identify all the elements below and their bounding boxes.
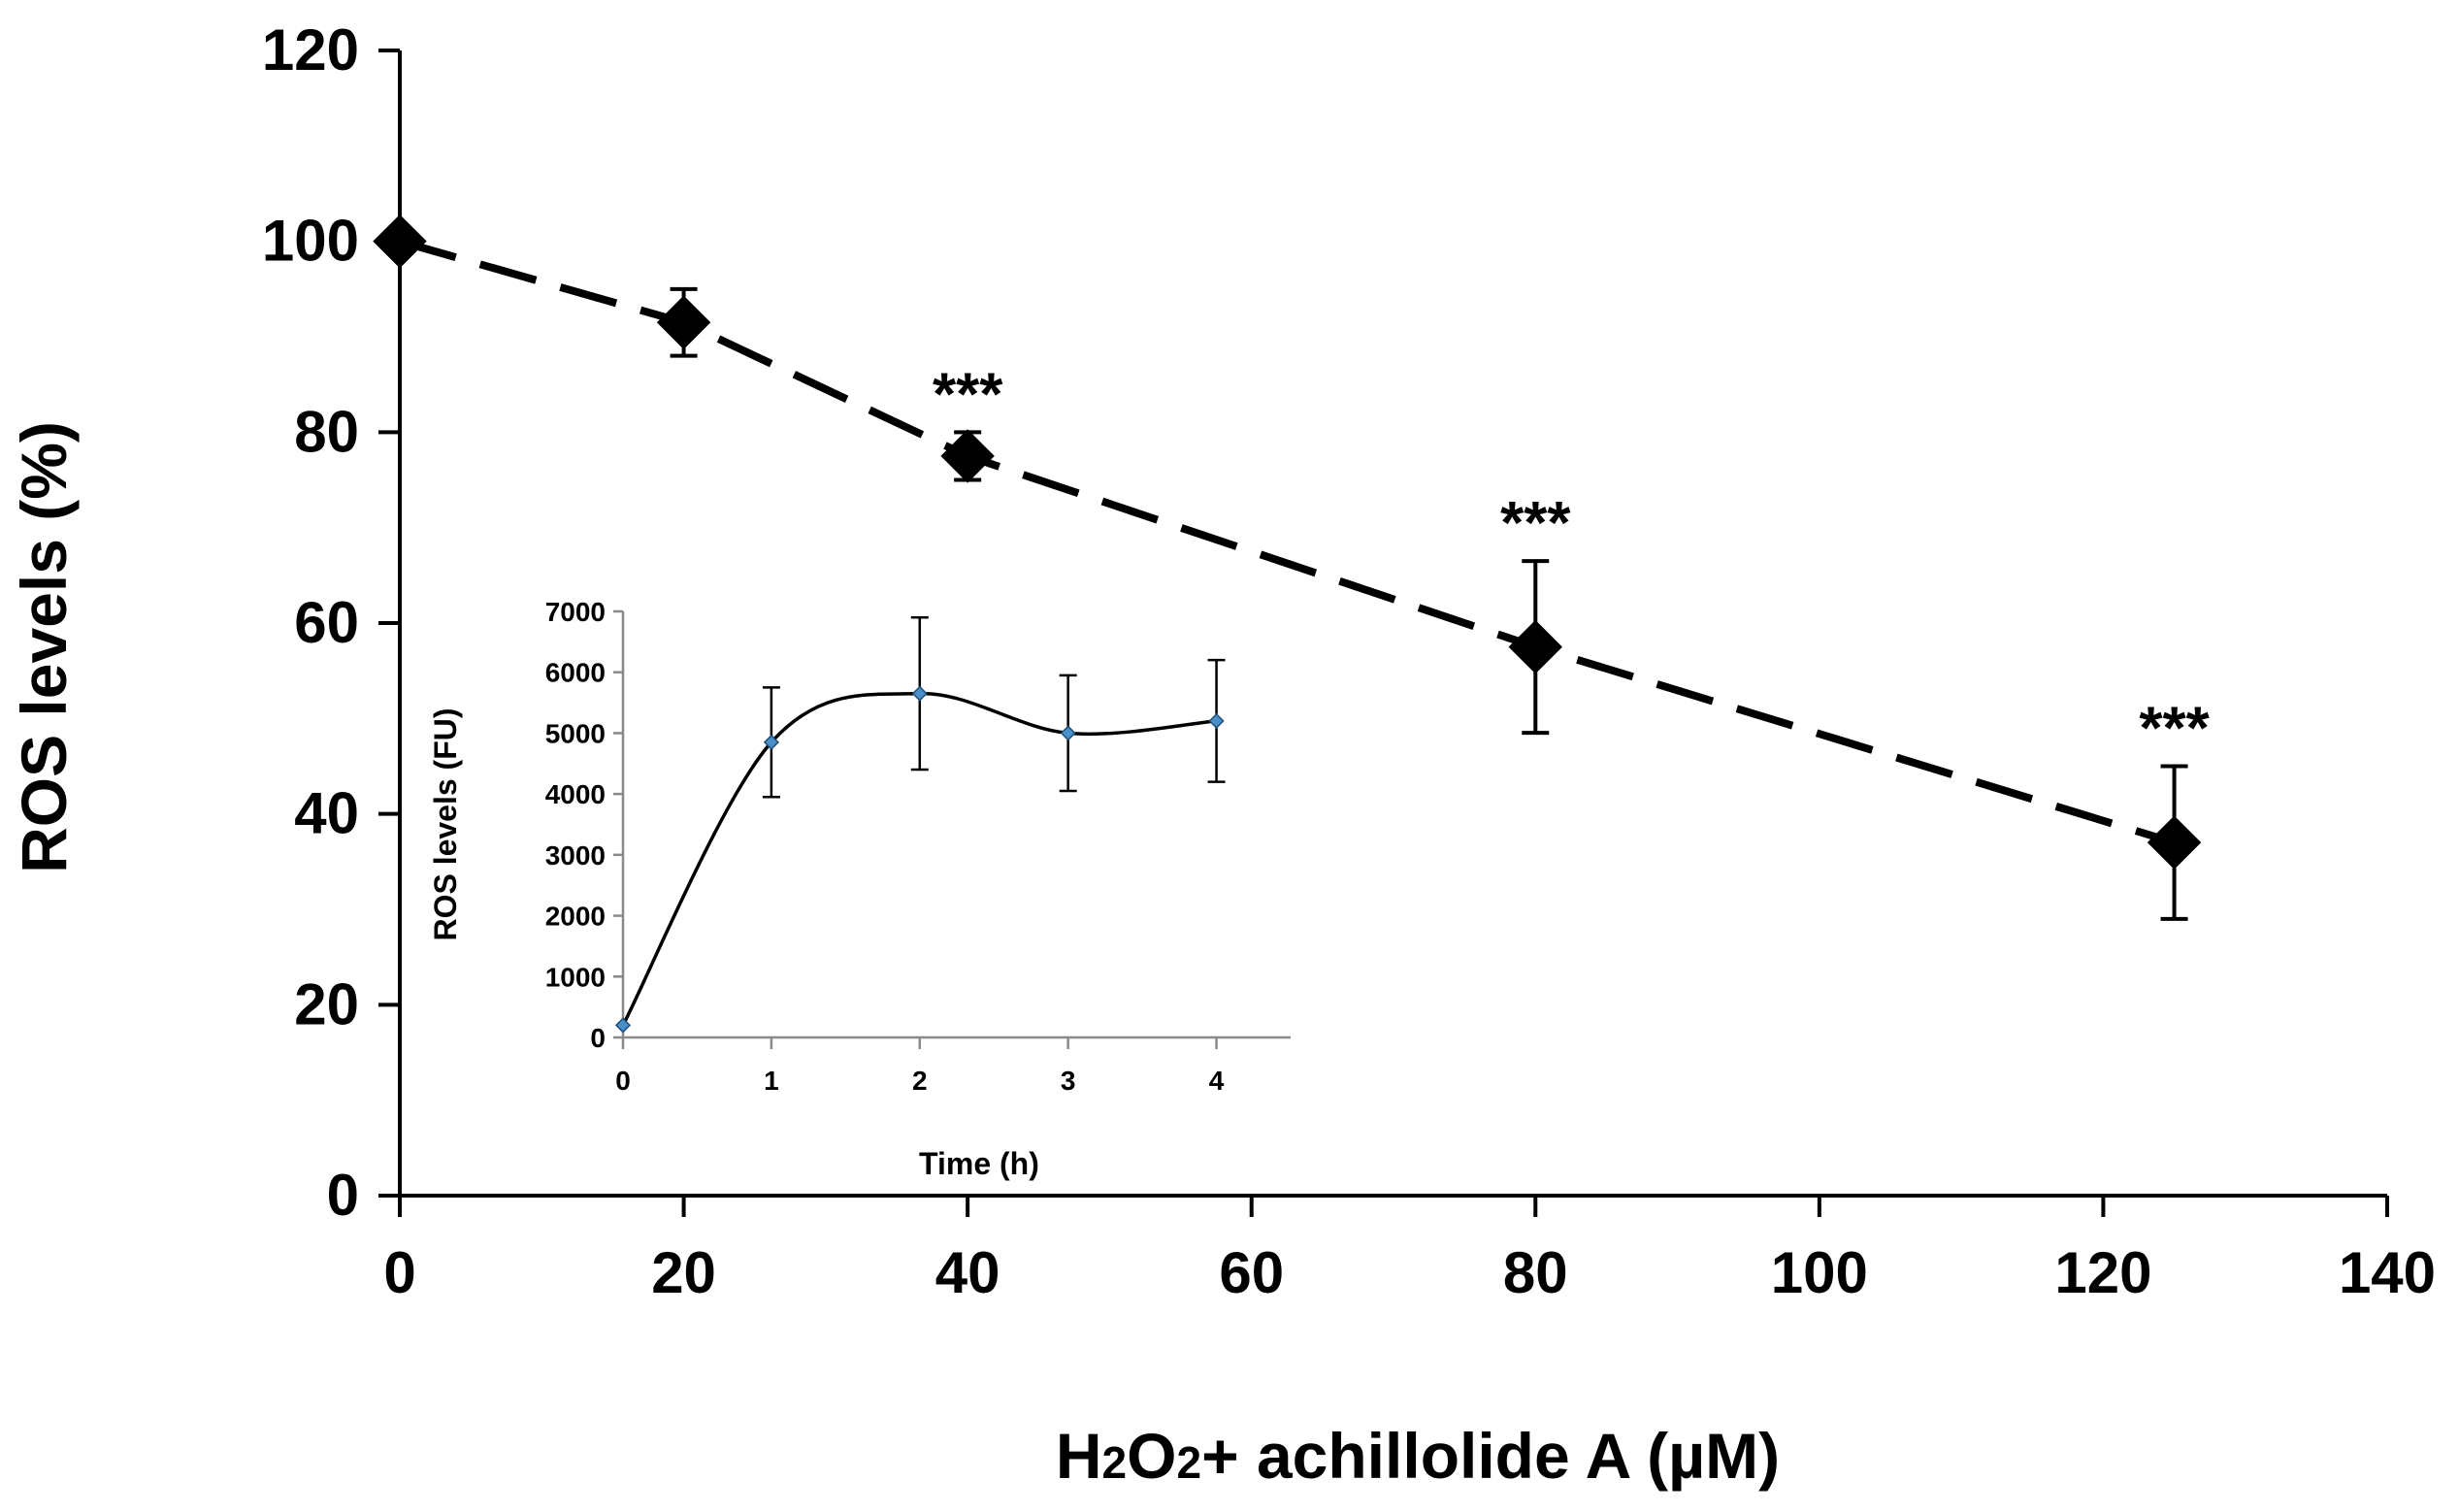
significance-marker: *** xyxy=(933,361,1003,428)
inset-x-tick-label: 0 xyxy=(615,1066,631,1096)
inset-data-point xyxy=(614,1017,632,1034)
main-y-tick-label: 40 xyxy=(294,781,359,846)
inset-y-tick-label: 6000 xyxy=(545,658,606,688)
inset-y-tick-label: 7000 xyxy=(545,597,606,627)
main-x-tick-label: 80 xyxy=(1503,1240,1568,1305)
inset-data-point xyxy=(911,685,928,702)
main-x-axis-title-part: 2 xyxy=(1176,1437,1201,1488)
significance-marker: *** xyxy=(2139,696,2210,763)
main-data-point xyxy=(656,295,711,349)
inset-x-tick-label: 1 xyxy=(764,1066,779,1096)
inset-y-tick-label: 1000 xyxy=(545,962,606,992)
inset-x-tick-label: 4 xyxy=(1209,1066,1225,1096)
significance-marker: *** xyxy=(1500,490,1571,557)
main-x-tick-label: 120 xyxy=(2054,1240,2151,1305)
inset-y-tick-label: 5000 xyxy=(545,718,606,748)
main-x-axis-title-part: O xyxy=(1127,1420,1176,1492)
main-y-tick-label: 20 xyxy=(294,971,359,1036)
inset-data-point xyxy=(1060,725,1076,741)
inset-x-tick-label: 3 xyxy=(1061,1066,1076,1096)
main-x-tick-label: 140 xyxy=(2339,1240,2436,1305)
inset-x-axis-title: Time (h) xyxy=(919,1146,1039,1181)
main-y-axis-title: ROS levels (%) xyxy=(8,421,80,873)
main-y-tick-label: 100 xyxy=(262,209,359,274)
main-x-axis-title-part: H xyxy=(1056,1420,1102,1492)
inset-data-point xyxy=(763,734,779,750)
inset-data-point xyxy=(1208,712,1225,729)
inset-y-tick-label: 4000 xyxy=(545,779,606,809)
main-x-tick-label: 60 xyxy=(1219,1240,1284,1305)
inset-y-axis-title: ROS levels (FU) xyxy=(428,707,463,940)
inset-series-line xyxy=(621,691,1217,1027)
main-data-point xyxy=(2147,815,2202,870)
main-x-tick-label: 0 xyxy=(383,1240,415,1305)
main-x-axis-title: H2O2+ achillolide A (µM) xyxy=(1056,1420,1780,1492)
main-x-axis-title-part: + achillolide A (µM) xyxy=(1201,1420,1780,1492)
main-x-tick-label: 100 xyxy=(1771,1240,1868,1305)
main-data-point xyxy=(940,429,995,483)
main-data-point xyxy=(1508,619,1562,674)
main-y-tick-label: 0 xyxy=(327,1163,359,1228)
inset-y-tick-label: 2000 xyxy=(545,902,606,932)
main-x-axis-title-part: 2 xyxy=(1102,1437,1128,1488)
inset-y-tick-label: 0 xyxy=(590,1023,606,1053)
inset-x-tick-label: 2 xyxy=(912,1066,928,1096)
main-y-tick-label: 120 xyxy=(262,17,359,82)
main-y-tick-label: 60 xyxy=(294,590,359,655)
main-data-point xyxy=(373,214,427,269)
inset-y-tick-label: 3000 xyxy=(545,840,606,871)
main-x-tick-label: 20 xyxy=(651,1240,716,1305)
main-y-tick-label: 80 xyxy=(294,399,359,464)
main-x-tick-label: 40 xyxy=(935,1240,1000,1305)
